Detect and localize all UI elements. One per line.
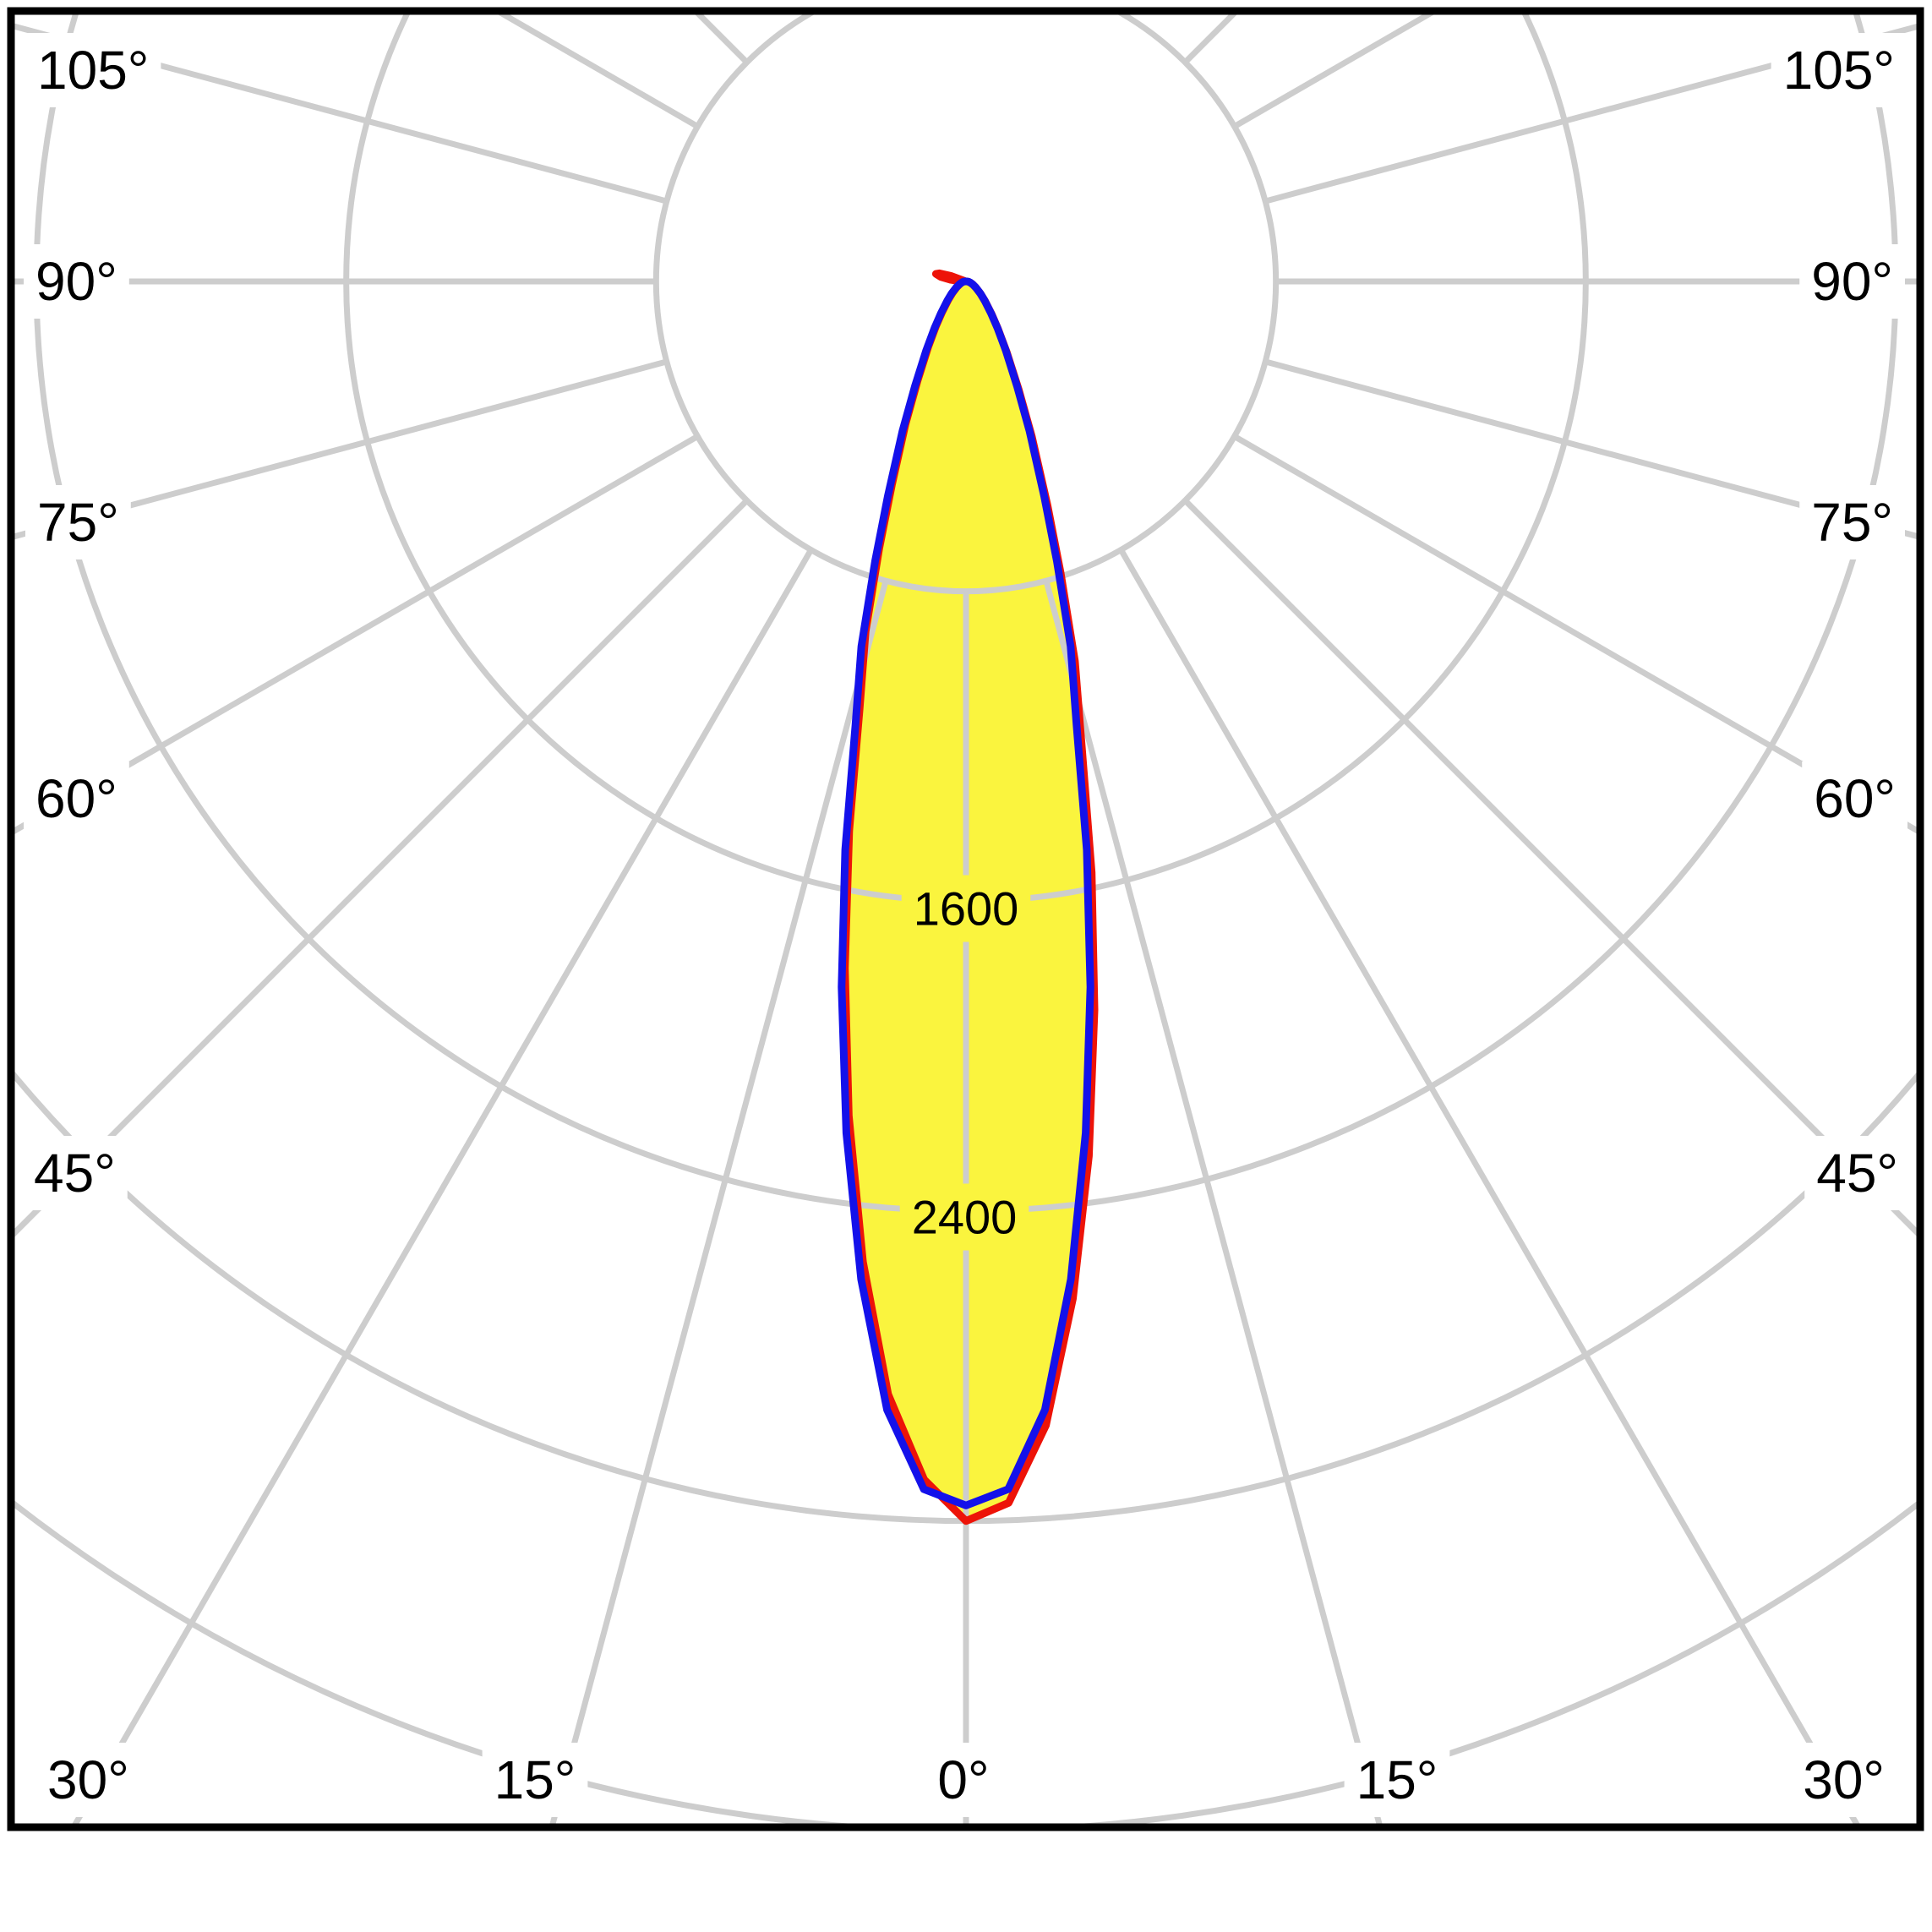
angle-label: 30°	[1803, 1749, 1885, 1810]
grid-ray	[14, 358, 668, 540]
label-halo	[1771, 33, 1907, 107]
label-halo	[899, 1183, 1029, 1251]
angle-label: 105°	[37, 40, 149, 101]
grid-ray	[14, 434, 700, 834]
label-halo	[25, 33, 161, 107]
label-halo	[901, 875, 1031, 942]
grid-ray	[72, 548, 814, 1824]
label-halo	[24, 761, 129, 836]
label-halo	[1799, 485, 1905, 559]
grid-ray	[1232, 434, 1917, 834]
angle-label: 45°	[34, 1143, 116, 1203]
angle-label: 75°	[37, 492, 119, 553]
grid-ray	[549, 580, 889, 1824]
label-halo	[35, 1743, 141, 1817]
plot-frame	[7, 7, 1924, 1831]
label-halo	[482, 1743, 588, 1817]
label-halo	[25, 485, 131, 559]
angle-label: 75°	[1811, 492, 1893, 553]
label-halo	[1802, 761, 1907, 836]
angle-label: 90°	[35, 251, 117, 312]
label-halo	[1804, 1136, 1910, 1210]
grid-ray	[1118, 548, 1860, 1824]
angle-label: 90°	[1811, 251, 1893, 312]
angle-label: 15°	[494, 1749, 576, 1810]
label-halo	[925, 1743, 1001, 1817]
angle-label: 60°	[1814, 768, 1896, 829]
label-halo	[22, 1136, 128, 1210]
angle-label: 15°	[1356, 1749, 1438, 1810]
radial-value-label: 1600	[914, 882, 1019, 936]
grid-labels: 105° 90° 75° 60° 45° 30° 15° 0° 15° 30° 45° 60° 75° 9…	[22, 33, 1910, 1817]
label-halo	[1791, 1743, 1897, 1817]
angle-label: 30°	[47, 1749, 129, 1810]
grid-ray	[14, 23, 668, 205]
curve-c90-c270	[838, 277, 1094, 1509]
label-halo	[1344, 1743, 1450, 1817]
grid-ray	[1264, 358, 1917, 539]
angle-label: 105°	[1783, 40, 1895, 101]
angle-label: 60°	[35, 768, 117, 829]
angle-label: 0°	[937, 1749, 989, 1810]
grid-ray	[1043, 580, 1383, 1824]
angle-label: 45°	[1816, 1143, 1898, 1203]
grid-ray	[1264, 24, 1917, 205]
label-halo	[1799, 244, 1905, 319]
label-halo	[24, 244, 129, 319]
radial-value-label: 2400	[912, 1191, 1018, 1244]
